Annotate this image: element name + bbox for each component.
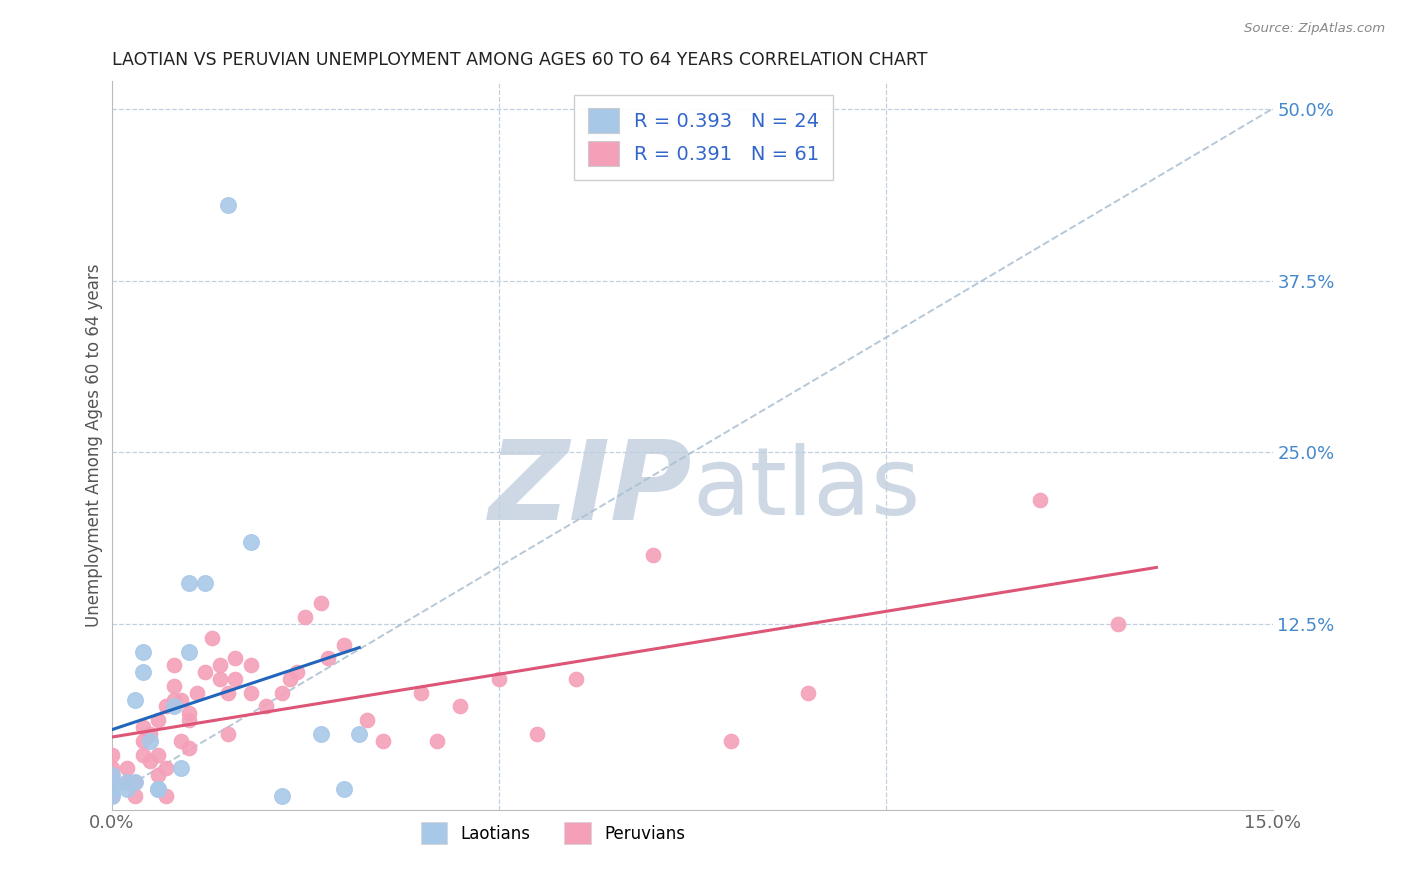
Point	[318, 651, 340, 665]
Point	[526, 727, 548, 741]
Point	[797, 686, 820, 700]
Point	[333, 781, 356, 796]
Point	[239, 686, 262, 700]
Point	[100, 775, 122, 789]
Text: atlas: atlas	[692, 443, 921, 535]
Point	[1029, 493, 1052, 508]
Point	[170, 761, 193, 775]
Point	[146, 713, 169, 727]
Point	[124, 775, 146, 789]
Point	[115, 781, 138, 796]
Point	[131, 734, 153, 748]
Point	[287, 665, 309, 680]
Point	[278, 672, 301, 686]
Point	[1107, 617, 1129, 632]
Point	[100, 761, 122, 775]
Point	[100, 775, 122, 789]
Point	[155, 699, 177, 714]
Point	[100, 768, 122, 782]
Point	[100, 747, 122, 762]
Point	[146, 781, 169, 796]
Point	[131, 720, 153, 734]
Text: ZIP: ZIP	[488, 435, 692, 542]
Point	[115, 775, 138, 789]
Point	[449, 699, 471, 714]
Point	[139, 727, 162, 741]
Point	[193, 665, 215, 680]
Point	[208, 672, 231, 686]
Point	[371, 734, 394, 748]
Point	[131, 644, 153, 658]
Point	[177, 706, 200, 721]
Point	[124, 692, 146, 706]
Point	[254, 699, 277, 714]
Point	[333, 638, 356, 652]
Text: LAOTIAN VS PERUVIAN UNEMPLOYMENT AMONG AGES 60 TO 64 YEARS CORRELATION CHART: LAOTIAN VS PERUVIAN UNEMPLOYMENT AMONG A…	[111, 51, 927, 69]
Point	[177, 740, 200, 755]
Point	[124, 775, 146, 789]
Point	[177, 644, 200, 658]
Point	[349, 727, 371, 741]
Point	[356, 713, 378, 727]
Point	[139, 755, 162, 769]
Point	[162, 679, 184, 693]
Point	[162, 658, 184, 673]
Point	[309, 727, 332, 741]
Point	[193, 575, 215, 590]
Point	[201, 631, 224, 645]
Point	[100, 789, 122, 803]
Point	[146, 768, 169, 782]
Point	[309, 597, 332, 611]
Point	[162, 692, 184, 706]
Point	[720, 734, 742, 748]
Point	[239, 658, 262, 673]
Text: Source: ZipAtlas.com: Source: ZipAtlas.com	[1244, 22, 1385, 36]
Legend: R = 0.393   N = 24, R = 0.391   N = 61: R = 0.393 N = 24, R = 0.391 N = 61	[574, 95, 834, 179]
Point	[217, 198, 239, 212]
Y-axis label: Unemployment Among Ages 60 to 64 years: Unemployment Among Ages 60 to 64 years	[86, 264, 103, 627]
Point	[124, 789, 146, 803]
Point	[239, 534, 262, 549]
Point	[224, 651, 246, 665]
Point	[411, 686, 433, 700]
Point	[100, 768, 122, 782]
Point	[131, 747, 153, 762]
Point	[155, 761, 177, 775]
Point	[643, 549, 665, 563]
Point	[146, 747, 169, 762]
Point	[131, 665, 153, 680]
Point	[488, 672, 510, 686]
Point	[100, 789, 122, 803]
Point	[139, 734, 162, 748]
Point	[208, 658, 231, 673]
Point	[155, 789, 177, 803]
Point	[224, 672, 246, 686]
Point	[100, 789, 122, 803]
Point	[217, 686, 239, 700]
Point	[170, 692, 193, 706]
Point	[186, 686, 208, 700]
Point	[146, 781, 169, 796]
Point	[217, 727, 239, 741]
Point	[170, 734, 193, 748]
Point	[177, 575, 200, 590]
Point	[565, 672, 588, 686]
Point	[270, 789, 292, 803]
Point	[426, 734, 449, 748]
Point	[115, 775, 138, 789]
Point	[294, 610, 316, 624]
Point	[270, 686, 292, 700]
Point	[100, 781, 122, 796]
Point	[177, 713, 200, 727]
Point	[115, 761, 138, 775]
Point	[162, 699, 184, 714]
